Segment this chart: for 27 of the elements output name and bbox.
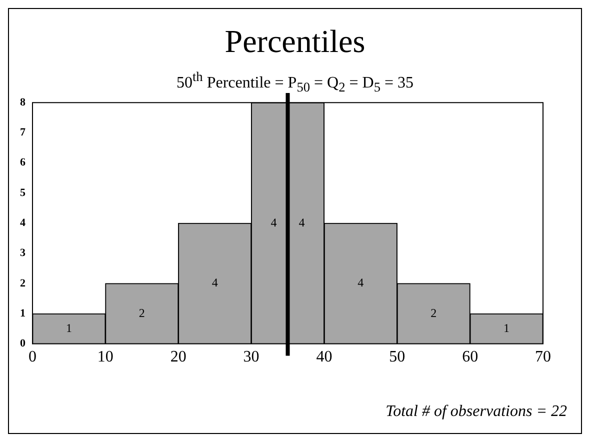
x-tick-label: 50 xyxy=(389,348,406,366)
y-tick-label: 0 xyxy=(20,338,26,350)
y-tick-label: 5 xyxy=(20,186,26,199)
y-tick-label: 4 xyxy=(20,217,26,230)
x-tick-label: 60 xyxy=(462,348,478,366)
y-tick-label: 1 xyxy=(20,307,26,320)
annotation: 4 xyxy=(270,215,277,230)
data-label: 4 xyxy=(212,276,218,290)
data-label: 1 xyxy=(504,320,510,335)
y-tick-label: 3 xyxy=(20,247,26,260)
x-tick-label: 70 xyxy=(535,348,551,366)
chart-title: Percentiles xyxy=(224,23,366,61)
data-label: 4 xyxy=(358,276,364,290)
y-tick-label: 6 xyxy=(20,156,26,169)
annotation: 4 xyxy=(298,215,305,230)
data-label: 2 xyxy=(430,306,437,320)
y-tick-label: 8 xyxy=(20,96,26,108)
x-tick-label: 40 xyxy=(316,348,332,366)
y-tick-label: 7 xyxy=(20,126,26,139)
x-tick-label: 30 xyxy=(243,348,260,366)
text: 50$^{th}$ Percentile = P$_{50}$ = Q$_{2}$ = D$_{5}$ = 35 xyxy=(176,69,414,95)
data-label: 1 xyxy=(66,320,72,335)
text: Total # of observations = 22 xyxy=(386,403,567,421)
x-tick-label: 10 xyxy=(97,348,114,366)
y-tick-label: 2 xyxy=(20,277,26,290)
data-label: 2 xyxy=(138,306,145,320)
x-tick-label: 20 xyxy=(170,348,186,366)
